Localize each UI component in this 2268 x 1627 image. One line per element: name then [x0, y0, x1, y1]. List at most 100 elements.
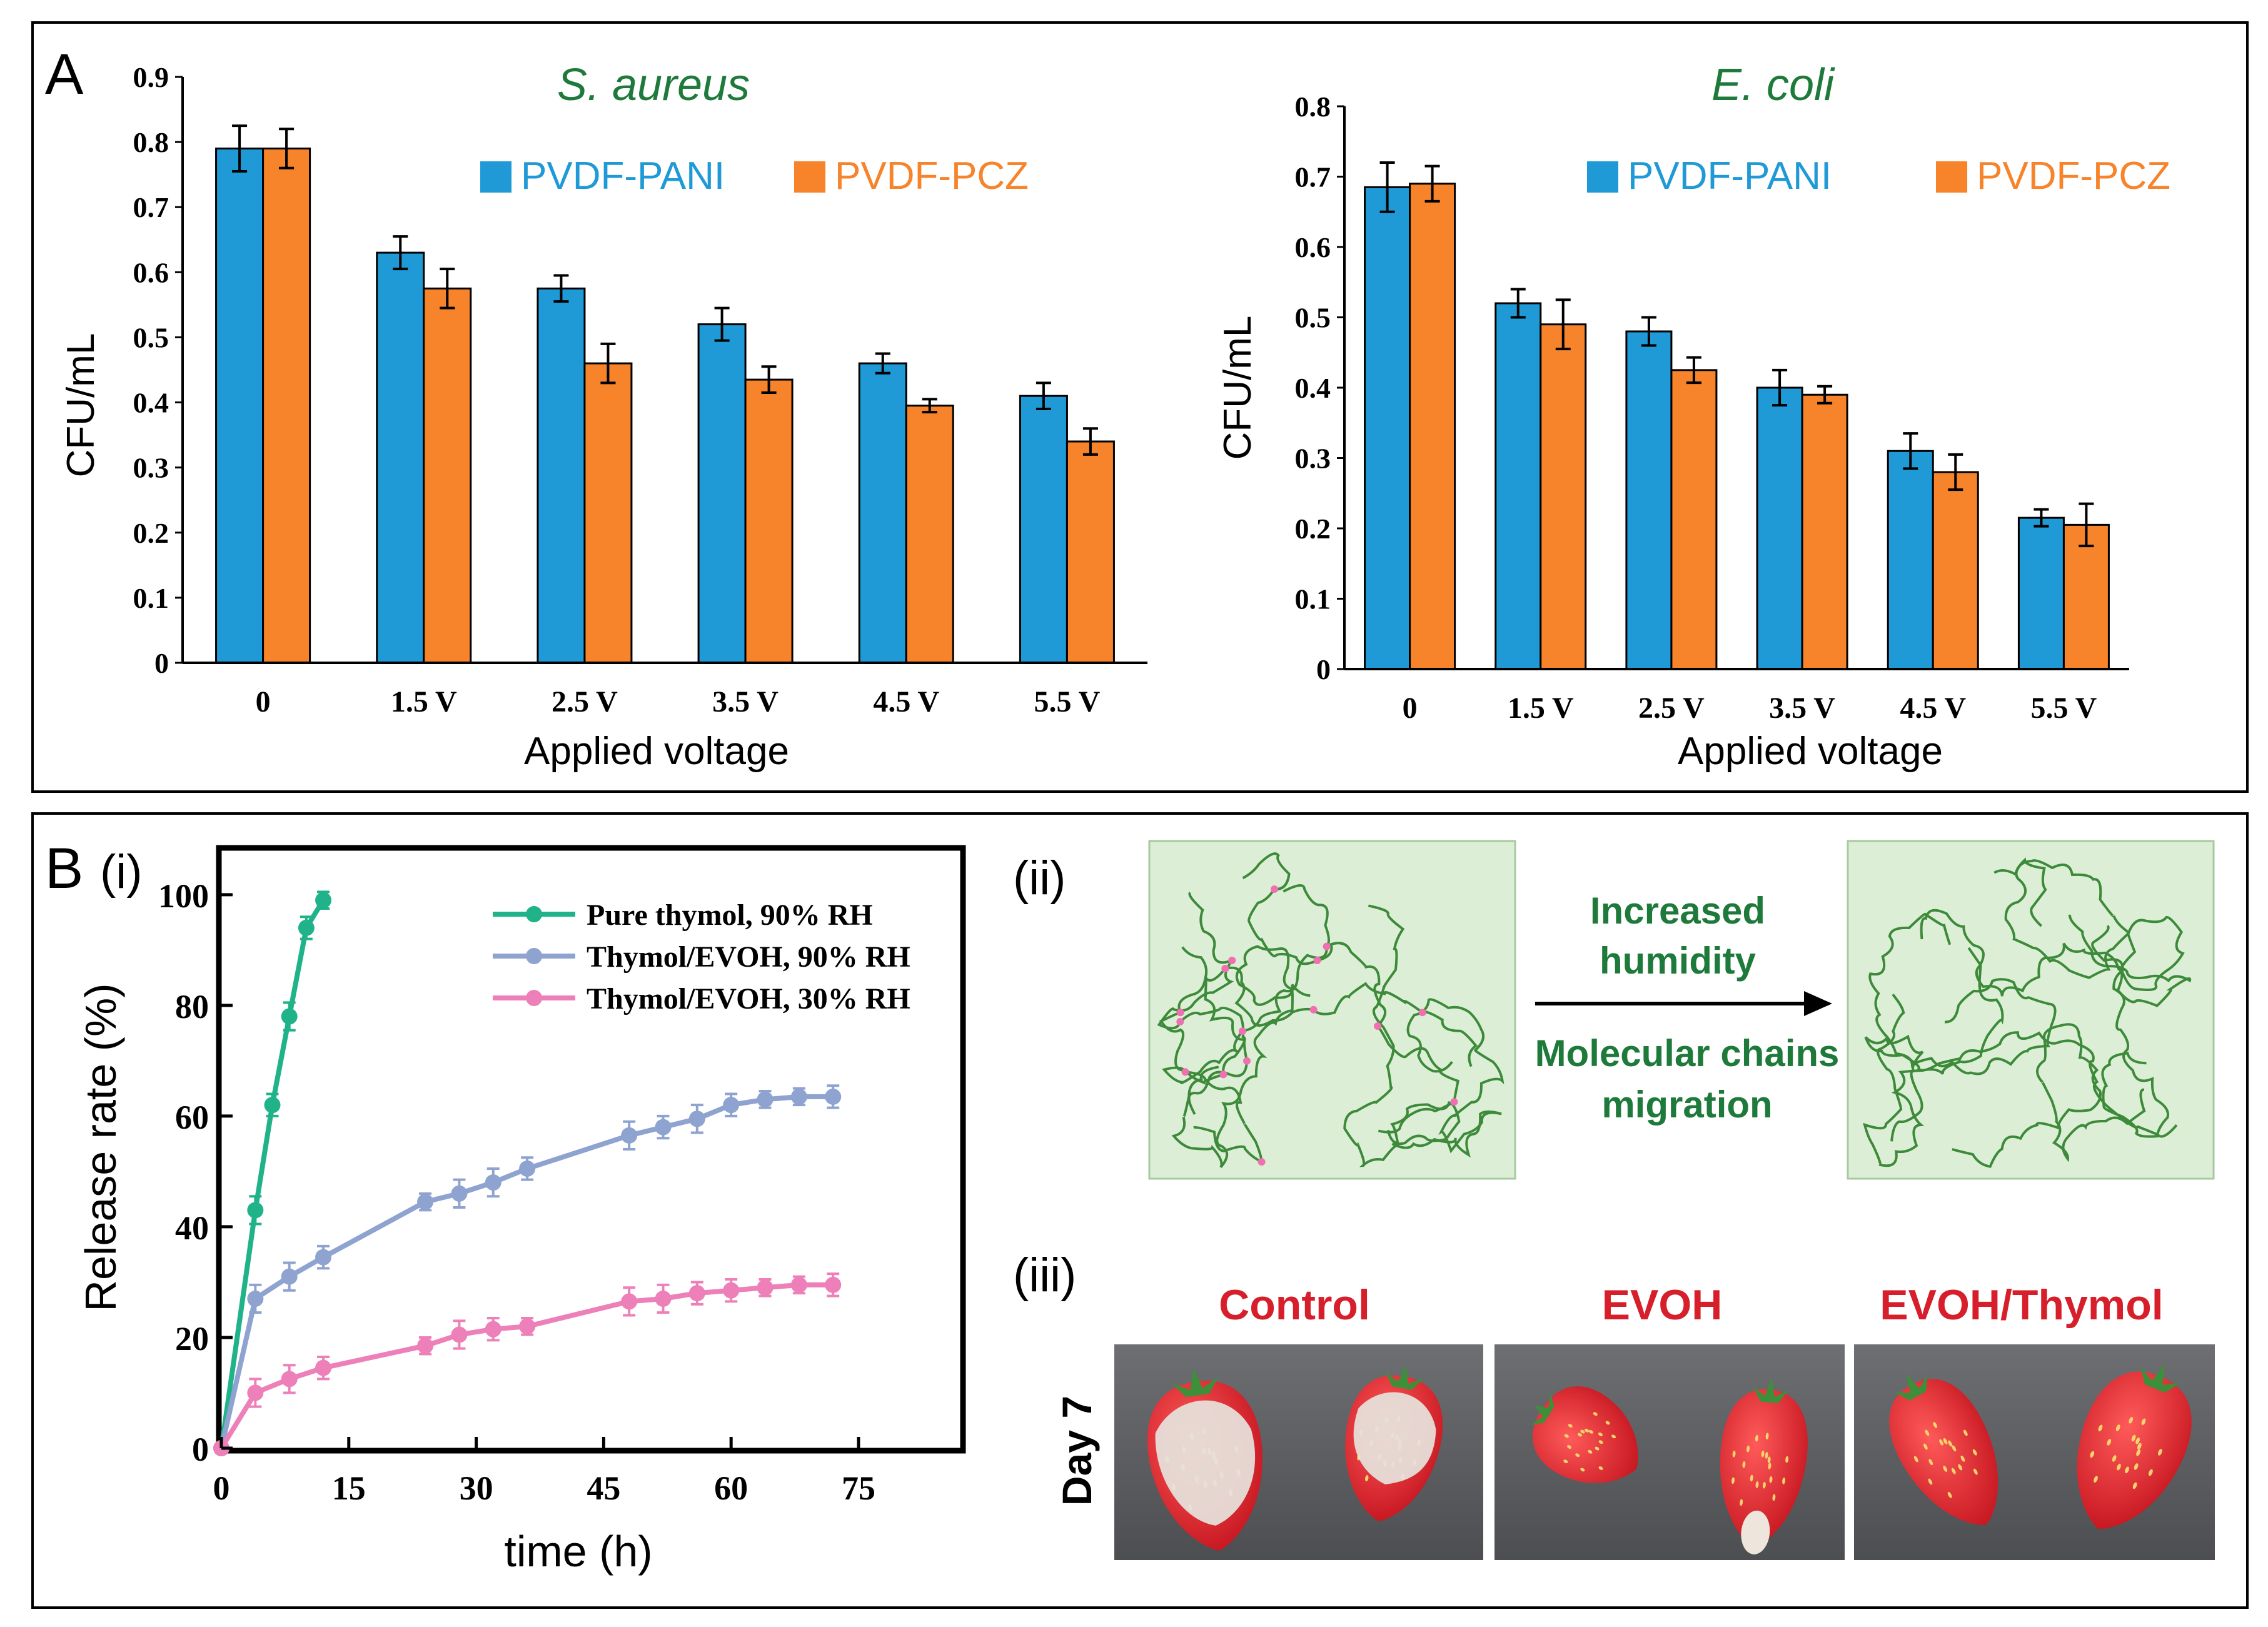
bar: [905, 405, 954, 664]
bar: [1670, 369, 1718, 670]
x-tick-label: 0: [213, 1469, 230, 1507]
photo-label-control: Control: [1219, 1281, 1370, 1329]
bar: [583, 362, 633, 664]
saureus-bar-chart: S. aureus PVDF-PANI PVDF-PCZ CFU/mL Appl…: [59, 60, 1147, 773]
data-point: [688, 1285, 705, 1302]
seed: [2090, 1451, 2095, 1458]
data-point: [281, 1371, 298, 1388]
seed: [1755, 1434, 1758, 1442]
y-tick-label: 0: [154, 647, 169, 679]
polymer-chain: [1343, 904, 1461, 1167]
x-tick-label: 2.5 V: [1638, 692, 1705, 725]
chart-title: S. aureus: [557, 60, 750, 110]
y-tick-label: 20: [175, 1320, 209, 1358]
data-point: [519, 1160, 536, 1177]
chart-legend: PVDF-PANI PVDF-PCZ: [480, 154, 1029, 198]
legend-swatch-pani: [480, 161, 512, 193]
data-point: [281, 1268, 298, 1285]
white-tip: [1741, 1510, 1770, 1554]
crosslink-dot: [1270, 885, 1278, 894]
x-tick-label: 3.5 V: [712, 685, 779, 718]
y-axis-label: CFU/mL: [59, 333, 103, 478]
strawberry: [1720, 1377, 1808, 1554]
arrow-label-top-2: humidity: [1600, 940, 1756, 982]
data-point: [298, 919, 315, 936]
bar: [376, 251, 425, 664]
data-point: [757, 1091, 774, 1108]
series-line: [219, 899, 326, 1449]
series-line: [219, 1282, 834, 1450]
crosslink-dot: [1181, 1068, 1189, 1076]
data-point: [451, 1326, 468, 1343]
data-point: [451, 1185, 468, 1202]
crosslink-dot: [1176, 1018, 1184, 1026]
y-tick-label: 80: [175, 988, 209, 1025]
crosslink-dot: [1257, 1158, 1266, 1166]
crosslinked-network-chains: [1157, 852, 1504, 1168]
seed: [1740, 1499, 1743, 1506]
x-tick-label: 0: [256, 685, 271, 718]
strawberry-leaves: [1531, 1393, 1555, 1426]
polymer-chain: [1868, 912, 2057, 1075]
seed: [2112, 1455, 2117, 1462]
arrow-label-bottom-2: migration: [1601, 1084, 1772, 1126]
data-point: [655, 1291, 672, 1307]
data-point: [315, 1359, 332, 1376]
seed: [1746, 1445, 1750, 1453]
arrow-label-bottom-1: Molecular chains: [1535, 1032, 1840, 1074]
bar: [423, 287, 472, 664]
seed: [1598, 1440, 1603, 1444]
data-point: [519, 1318, 536, 1335]
seed: [2098, 1424, 2103, 1432]
bar: [1887, 450, 1934, 670]
seed: [1973, 1468, 1978, 1475]
seed: [1947, 1491, 1952, 1498]
polymer-chain: [1952, 1023, 2146, 1168]
seed: [1761, 1450, 1765, 1458]
data-point: [281, 1008, 298, 1025]
strawberry: [1147, 1368, 1263, 1551]
crosslink-dot: [1221, 965, 1229, 973]
x-tick-label: 75: [842, 1469, 875, 1507]
y-tick-label: 0: [192, 1431, 209, 1468]
seed: [2107, 1439, 2112, 1446]
data-point: [757, 1279, 774, 1296]
seed: [2134, 1463, 2139, 1470]
y-tick-label: 100: [158, 877, 209, 915]
bar: [2062, 523, 2110, 670]
strawberry-body: [1889, 1379, 1998, 1525]
seed: [1923, 1443, 1928, 1450]
seed: [1755, 1481, 1759, 1488]
strawberry-leaves: [1172, 1368, 1219, 1398]
crosslink-dot: [1418, 1009, 1426, 1017]
strawberry-body: [2077, 1371, 2192, 1529]
seed: [1928, 1459, 1933, 1466]
seed: [1742, 1461, 1746, 1468]
seed: [1772, 1494, 1776, 1501]
x-tick-label: 5.5 V: [1034, 685, 1101, 718]
x-tick-label: 1.5 V: [391, 685, 457, 718]
seed: [1598, 1432, 1603, 1436]
seed: [1575, 1453, 1580, 1458]
day-label: Day 7: [1054, 1396, 1100, 1506]
strawberry: [1345, 1365, 1443, 1521]
legend-label-pani: PVDF-PANI: [521, 154, 725, 198]
seed: [1762, 1481, 1766, 1489]
x-axis-label: Applied voltage: [524, 730, 789, 773]
data-point: [723, 1097, 740, 1114]
polymer-chain: [1171, 945, 1311, 1168]
free-network-box: [1847, 840, 2215, 1180]
strawberry-body: [1720, 1389, 1808, 1548]
data-point: [247, 1384, 264, 1401]
seed: [2141, 1418, 2146, 1426]
seed: [1933, 1422, 1937, 1428]
seed: [2158, 1449, 2162, 1456]
y-tick-label: 0.4: [133, 387, 169, 419]
mold-patch: [1155, 1400, 1256, 1526]
x-tick-label: 60: [714, 1469, 748, 1507]
crosslink-dot: [1323, 942, 1331, 950]
seed: [1767, 1456, 1771, 1464]
polymer-chain: [1162, 884, 1330, 1164]
x-tick-label: 4.5 V: [1900, 692, 1966, 725]
bar: [1540, 323, 1587, 670]
